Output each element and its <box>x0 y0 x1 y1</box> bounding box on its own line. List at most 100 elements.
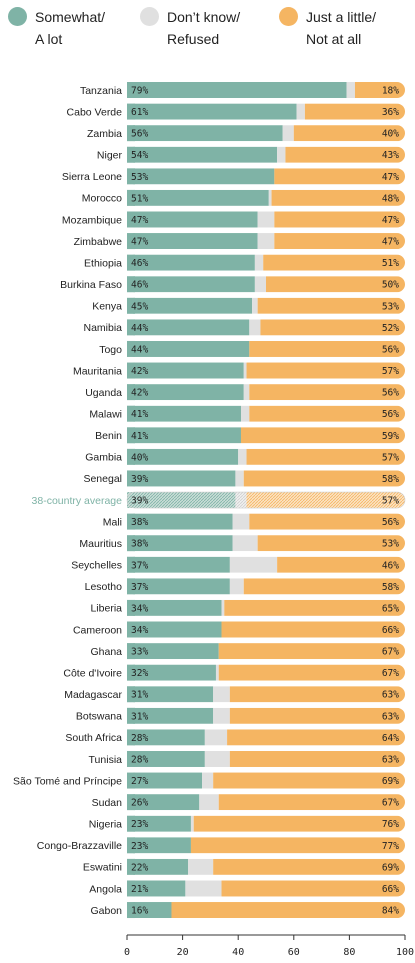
value-label-somewhat: 32% <box>131 668 148 679</box>
value-label-somewhat: 56% <box>131 129 148 140</box>
bar-segment <box>127 82 347 98</box>
bar-segments <box>127 880 405 897</box>
value-label-somewhat: 31% <box>131 690 148 701</box>
bar-row: Mozambique 47% 47% <box>62 211 405 228</box>
bar-left-edge <box>127 211 135 228</box>
bar-segment <box>277 556 405 573</box>
value-label-not-at-all: 47% <box>382 172 399 183</box>
bar-segment <box>224 599 405 616</box>
category-label: Nigeria <box>89 819 122 831</box>
bar-segment <box>227 729 405 746</box>
bar-segment <box>127 578 230 595</box>
bar-left-edge <box>127 125 135 142</box>
bar-segment <box>268 189 272 206</box>
legend-item: Somewhat/ A lot <box>8 6 105 50</box>
bar-segments <box>127 362 405 379</box>
value-label-not-at-all: 57% <box>382 452 399 463</box>
bar-segments <box>127 599 405 616</box>
bar-row: Kenya 45% 53% <box>92 297 405 314</box>
bar-segment <box>257 535 405 552</box>
legend-item: Just a little/ Not at all <box>279 6 376 50</box>
bar-row: Sierra Leone 53% 47% <box>62 168 405 185</box>
bar-row: Cabo Verde 61% 36% <box>67 103 405 120</box>
bar-segment <box>215 664 219 681</box>
bar-segment <box>257 297 405 314</box>
bar-segment <box>199 794 219 811</box>
bar-segment <box>274 168 405 185</box>
category-label: Ghana <box>90 646 122 658</box>
bar-segments <box>127 276 405 293</box>
bar-left-edge <box>127 254 135 271</box>
bar-segment <box>213 772 405 789</box>
bar-row: Seychelles 37% 46% <box>71 556 405 573</box>
value-label-not-at-all: 18% <box>382 86 399 97</box>
value-label-not-at-all: 63% <box>382 711 399 722</box>
value-label-not-at-all: 69% <box>382 862 399 873</box>
value-label-not-at-all: 66% <box>382 625 399 636</box>
category-label: Zimbabwe <box>74 236 123 248</box>
bar-left-edge <box>127 513 135 530</box>
category-label: Morocco <box>82 193 122 205</box>
bar-segments <box>127 556 405 573</box>
bar-segments <box>127 837 405 854</box>
x-tick-label: 0 <box>124 947 130 958</box>
category-label: Angola <box>89 883 122 895</box>
bar-left-edge <box>127 794 135 811</box>
value-label-somewhat: 41% <box>131 431 148 442</box>
bar-segment <box>127 405 241 422</box>
bar-segment <box>190 815 194 832</box>
bar-segment <box>243 362 247 379</box>
bar-row: Cameroon 34% 66% <box>73 621 405 638</box>
bar-segments <box>127 707 405 724</box>
bar-row: Morocco 51% 48% <box>82 189 405 206</box>
value-label-somewhat: 40% <box>131 452 148 463</box>
bar-segments <box>127 902 405 919</box>
value-label-not-at-all: 58% <box>382 582 399 593</box>
bar-left-edge <box>127 707 135 724</box>
bar-segment <box>127 254 255 271</box>
bar-segment <box>204 729 228 746</box>
bar-left-edge <box>127 902 135 919</box>
bar-left-edge <box>127 772 135 789</box>
bar-segment <box>127 815 191 832</box>
bar-row: Ethiopia 46% 51% <box>84 254 405 271</box>
bar-segments <box>127 664 405 681</box>
bar-segment <box>354 82 405 98</box>
bar-segment <box>229 707 405 724</box>
bar-segment <box>127 319 250 336</box>
category-label: Senegal <box>83 473 122 485</box>
bar-segment <box>218 643 405 660</box>
value-label-somewhat: 28% <box>131 733 148 744</box>
bar-segments <box>127 103 405 120</box>
bar-row: Eswatini 22% 69% <box>83 858 405 875</box>
bar-segments <box>127 384 405 401</box>
bar-segments <box>127 297 405 314</box>
legend-swatch-icon <box>8 7 27 26</box>
value-label-somewhat: 39% <box>131 496 148 507</box>
bar-left-edge <box>127 621 135 638</box>
bar-segment <box>243 384 250 401</box>
value-label-somewhat: 37% <box>131 560 148 571</box>
bar-segments <box>127 168 405 185</box>
bar-left-edge <box>127 880 135 897</box>
bar-segments <box>127 82 405 98</box>
value-label-not-at-all: 56% <box>382 344 399 355</box>
value-label-not-at-all: 56% <box>382 388 399 399</box>
bar-segment <box>127 233 258 250</box>
x-tick-label: 40 <box>232 947 244 958</box>
value-label-somewhat: 54% <box>131 150 148 161</box>
category-label: Burkina Faso <box>60 279 122 291</box>
bar-segment <box>249 384 405 401</box>
value-label-somewhat: 23% <box>131 841 148 852</box>
value-label-not-at-all: 53% <box>382 301 399 312</box>
bar-row: Ghana 33% 67% <box>90 643 405 660</box>
category-label: Congo-Brazzaville <box>37 840 122 852</box>
bar-segment <box>185 880 222 897</box>
bar-segments <box>127 621 405 638</box>
category-label: Tanzania <box>80 85 122 97</box>
bar-segment <box>202 772 214 789</box>
value-label-somewhat: 53% <box>131 172 148 183</box>
bar-segments <box>127 686 405 703</box>
category-label: Gambia <box>85 452 122 464</box>
bar-segments <box>127 750 405 767</box>
